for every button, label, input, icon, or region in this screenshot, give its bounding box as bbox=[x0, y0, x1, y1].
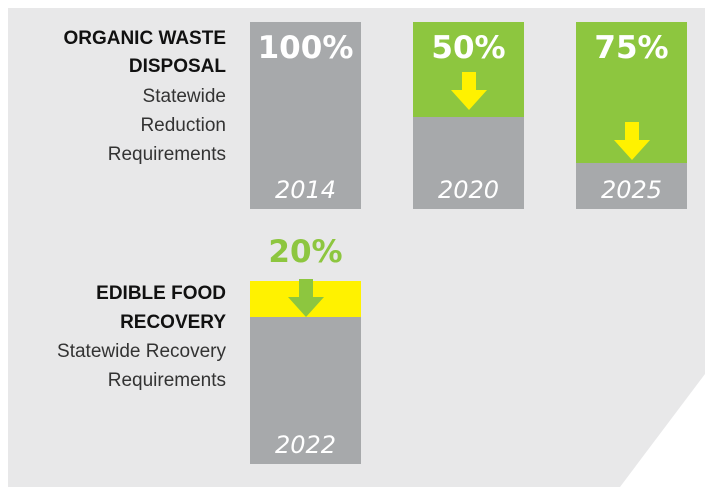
bar-value-label: 75% bbox=[594, 30, 669, 66]
edible-heading-line2: RECOVERY bbox=[120, 312, 226, 333]
edible-heading-line1: EDIBLE FOOD bbox=[96, 283, 226, 304]
bar-year-label: 2022 bbox=[274, 431, 337, 459]
bar-value-label: 20% bbox=[268, 234, 343, 270]
bar-year-label: 2014 bbox=[274, 176, 337, 204]
organic-sub-line3: Requirements bbox=[107, 144, 226, 165]
bar-value-label: 100% bbox=[257, 30, 354, 66]
bar-2020: 50% 2020 bbox=[413, 22, 524, 209]
bar-2025: 75% 2025 bbox=[576, 22, 687, 209]
down-arrow-icon bbox=[613, 122, 650, 160]
down-arrow-icon bbox=[287, 279, 324, 317]
down-arrow-icon bbox=[450, 72, 487, 110]
organic-sub-line2: Reduction bbox=[140, 115, 226, 136]
edible-sub-line1: Statewide Recovery bbox=[57, 341, 226, 362]
edible-sub-line2: Requirements bbox=[107, 370, 226, 391]
bar-year-label: 2020 bbox=[437, 176, 500, 204]
panel-shape bbox=[8, 8, 705, 487]
bar-value-label: 50% bbox=[431, 30, 506, 66]
organic-heading-line2: DISPOSAL bbox=[128, 56, 226, 77]
bar-2022: 20% 2022 bbox=[250, 234, 361, 464]
organic-sub-line1: Statewide bbox=[142, 86, 226, 107]
bar-year-label: 2025 bbox=[600, 176, 663, 204]
organic-heading-line1: ORGANIC WASTE bbox=[63, 28, 226, 49]
bar-2014: 100% 2014 bbox=[250, 22, 361, 209]
